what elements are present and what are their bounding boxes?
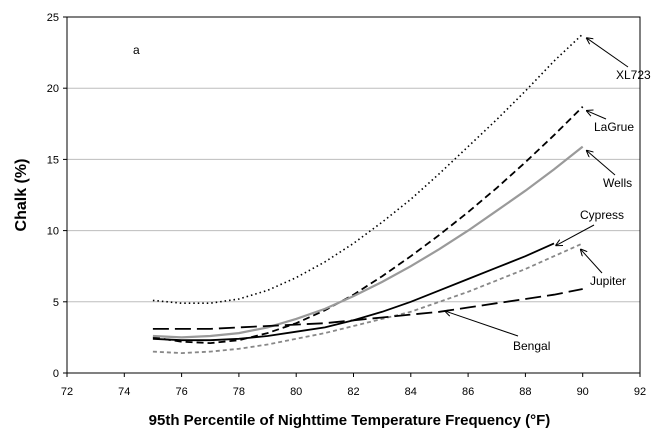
series-line-bengal — [152, 288, 583, 330]
axis-ticks: 0 5 10 15 20 25 72 74 76 78 80 82 84 86 88 90 92 — [47, 12, 646, 398]
x-tick-label: 84 — [405, 386, 417, 398]
annotation-arrow-xl723 — [587, 38, 629, 68]
series-line-wells — [152, 145, 584, 339]
x-axis-label: 95th Percentile of Nighttime Temperature… — [149, 412, 551, 429]
panel-label: a — [133, 43, 140, 57]
annotation-label-bengal: Bengal — [513, 339, 550, 353]
x-tick-label: 78 — [233, 386, 245, 398]
annotation-label-wells: Wells — [603, 176, 632, 190]
x-tick-label: 72 — [61, 386, 73, 398]
y-axis-label: Chalk (%) — [13, 159, 30, 232]
x-tick-label: 80 — [290, 386, 302, 398]
x-tick-label: 76 — [175, 386, 187, 398]
series-line-jupiter — [152, 242, 584, 355]
x-tick-label: 88 — [519, 386, 531, 398]
y-tick-label: 10 — [47, 226, 59, 238]
annotation-arrow-lagrue — [587, 111, 607, 120]
series-lines — [152, 33, 584, 355]
annotation-label-lagrue: LaGrue — [594, 120, 634, 134]
x-tick-label: 74 — [118, 386, 130, 398]
annotation-label-xl723: XL723 — [616, 68, 651, 82]
y-tick-label: 5 — [53, 297, 59, 309]
series-line-xl723 — [152, 33, 584, 305]
annotation-label-cypress: Cypress — [580, 208, 624, 222]
gridlines — [67, 87, 640, 303]
annotation-label-jupiter: Jupiter — [590, 274, 626, 288]
x-tick-label: 90 — [577, 386, 589, 398]
annotation-arrow-jupiter — [581, 249, 603, 274]
annotation-arrow-wells — [587, 151, 616, 176]
x-tick-label: 82 — [347, 386, 359, 398]
y-tick-label: 15 — [47, 154, 59, 166]
x-tick-label: 92 — [634, 386, 646, 398]
series-annotations: XL723 LaGrue Wells Cypress Jupiter Bengal — [445, 38, 651, 353]
y-tick-label: 25 — [47, 12, 59, 24]
x-tick-label: 86 — [462, 386, 474, 398]
annotation-arrow-cypress — [556, 224, 595, 245]
y-tick-label: 20 — [47, 83, 59, 95]
annotation-arrow-bengal — [445, 311, 519, 337]
y-tick-label: 0 — [53, 368, 59, 380]
series-line-lagrue — [152, 106, 584, 345]
